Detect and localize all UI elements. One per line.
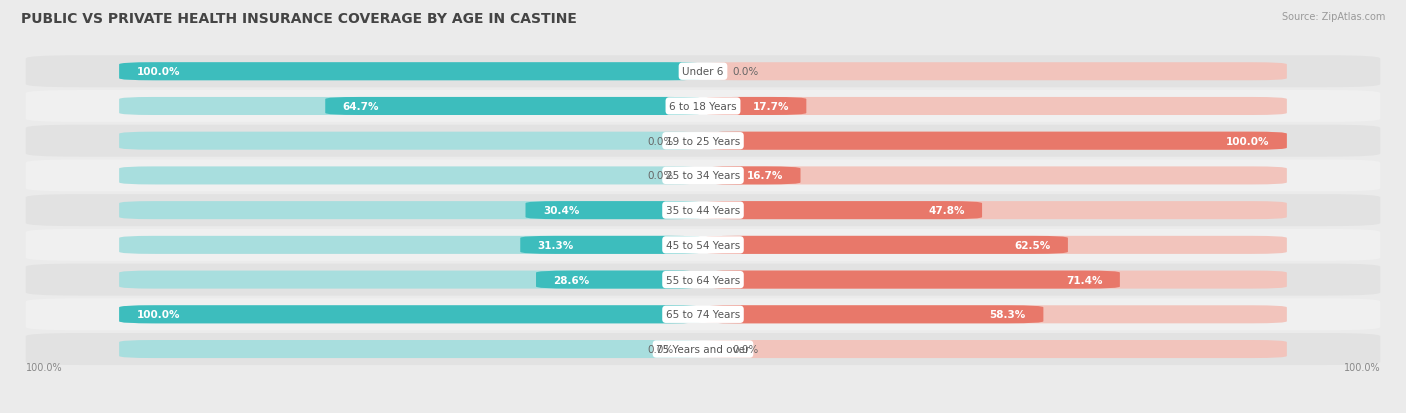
FancyBboxPatch shape [703,271,1119,289]
FancyBboxPatch shape [526,202,703,220]
FancyBboxPatch shape [25,160,1381,192]
Text: 100.0%: 100.0% [25,362,62,372]
Text: 17.7%: 17.7% [752,102,789,112]
Text: 25 to 34 Years: 25 to 34 Years [666,171,740,181]
Text: 62.5%: 62.5% [1014,240,1050,250]
FancyBboxPatch shape [703,236,1069,254]
Text: 100.0%: 100.0% [1226,136,1270,146]
Text: 65 to 74 Years: 65 to 74 Years [666,310,740,320]
FancyBboxPatch shape [25,229,1381,261]
Text: Source: ZipAtlas.com: Source: ZipAtlas.com [1281,12,1385,22]
Text: 0.0%: 0.0% [648,136,673,146]
Text: 100.0%: 100.0% [136,67,180,77]
FancyBboxPatch shape [120,306,703,323]
Text: 71.4%: 71.4% [1066,275,1102,285]
FancyBboxPatch shape [703,132,1286,150]
FancyBboxPatch shape [703,340,1286,358]
Text: 0.0%: 0.0% [648,344,673,354]
Text: 16.7%: 16.7% [747,171,783,181]
Text: 55 to 64 Years: 55 to 64 Years [666,275,740,285]
Text: 0.0%: 0.0% [733,67,758,77]
FancyBboxPatch shape [25,299,1381,330]
FancyBboxPatch shape [703,132,1286,150]
Text: 31.3%: 31.3% [537,240,574,250]
FancyBboxPatch shape [25,195,1381,227]
FancyBboxPatch shape [120,98,703,116]
Text: 58.3%: 58.3% [990,310,1026,320]
FancyBboxPatch shape [120,63,703,81]
FancyBboxPatch shape [325,98,703,116]
Text: 0.0%: 0.0% [733,344,758,354]
Text: 0.0%: 0.0% [648,171,673,181]
Text: 47.8%: 47.8% [928,206,965,216]
Text: 28.6%: 28.6% [554,275,589,285]
FancyBboxPatch shape [703,63,1286,81]
FancyBboxPatch shape [120,132,703,150]
FancyBboxPatch shape [536,271,703,289]
FancyBboxPatch shape [703,202,981,220]
FancyBboxPatch shape [703,236,1286,254]
Text: 45 to 54 Years: 45 to 54 Years [666,240,740,250]
FancyBboxPatch shape [25,333,1381,365]
Text: 100.0%: 100.0% [1344,362,1381,372]
FancyBboxPatch shape [120,63,703,81]
Text: 6 to 18 Years: 6 to 18 Years [669,102,737,112]
Text: Under 6: Under 6 [682,67,724,77]
FancyBboxPatch shape [703,98,807,116]
FancyBboxPatch shape [25,56,1381,88]
FancyBboxPatch shape [120,306,703,323]
FancyBboxPatch shape [120,167,703,185]
FancyBboxPatch shape [25,91,1381,123]
Text: 19 to 25 Years: 19 to 25 Years [666,136,740,146]
Text: 30.4%: 30.4% [543,206,579,216]
Text: 75 Years and over: 75 Years and over [657,344,749,354]
FancyBboxPatch shape [703,98,1286,116]
FancyBboxPatch shape [120,271,703,289]
FancyBboxPatch shape [703,202,1286,220]
FancyBboxPatch shape [703,167,1286,185]
Text: PUBLIC VS PRIVATE HEALTH INSURANCE COVERAGE BY AGE IN CASTINE: PUBLIC VS PRIVATE HEALTH INSURANCE COVER… [21,12,576,26]
FancyBboxPatch shape [703,167,800,185]
FancyBboxPatch shape [520,236,703,254]
Text: 35 to 44 Years: 35 to 44 Years [666,206,740,216]
FancyBboxPatch shape [120,340,703,358]
FancyBboxPatch shape [703,306,1043,323]
Text: 64.7%: 64.7% [343,102,380,112]
Text: 100.0%: 100.0% [136,310,180,320]
FancyBboxPatch shape [703,306,1286,323]
FancyBboxPatch shape [25,126,1381,157]
FancyBboxPatch shape [120,236,703,254]
FancyBboxPatch shape [703,271,1286,289]
FancyBboxPatch shape [120,202,703,220]
FancyBboxPatch shape [25,264,1381,296]
